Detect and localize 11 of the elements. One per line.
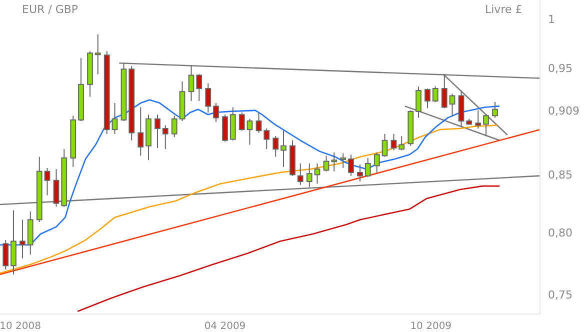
y-tick-label: 0,75 — [548, 288, 572, 302]
x-tick-label: 10 2008 — [0, 321, 41, 332]
y-tick-label: 0,80 — [548, 226, 572, 240]
y-axis-title: Livre £ — [485, 3, 522, 16]
x-tick-label: 04 2009 — [204, 321, 246, 332]
y-tick-label: 0,85 — [548, 168, 572, 182]
chart-title: EUR / GBP — [22, 3, 78, 16]
y-tick-label: 0,909 — [548, 104, 580, 118]
y-tick-label: 1 — [548, 12, 555, 26]
x-tick-label: 10 2009 — [410, 321, 452, 332]
y-tick-label: 0,95 — [548, 62, 572, 76]
